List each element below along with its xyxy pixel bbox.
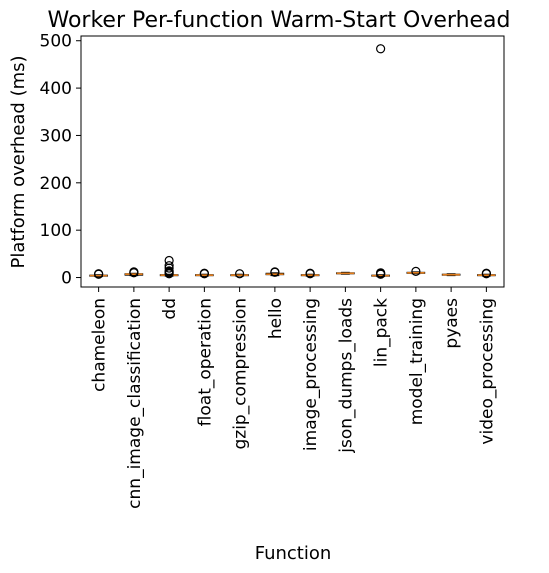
x-tick-label: chameleon [90, 298, 110, 392]
outlier-point [199, 268, 209, 278]
outlier-point [235, 269, 245, 279]
outlier-point [305, 268, 315, 278]
y-tick-label: 400 [40, 79, 72, 99]
x-tick-label: video_processing [477, 298, 497, 445]
chart-title: Worker Per-function Warm-Start Overhead [48, 8, 511, 33]
y-tick-label: 500 [40, 32, 72, 52]
x-tick-label: model_training [407, 298, 427, 425]
plot-area: 0 100 200 300 400 500 chameleon cnn_image_class… [40, 32, 505, 509]
x-tick-label: json_dumps_loads [336, 298, 356, 454]
x-tick-label: gzip_compression [231, 298, 251, 450]
x-axis-label: Function [255, 543, 332, 564]
x-tick-label: hello [266, 298, 286, 339]
outlier-point [376, 44, 386, 54]
y-tick-label: 300 [40, 126, 72, 146]
y-tick-label: 100 [40, 221, 72, 241]
y-axis-label: Platform overhead (ms) [8, 55, 29, 268]
x-tick-label: cnn_image_classification [125, 298, 145, 509]
outlier-point [164, 261, 174, 271]
x-tick-label: lin_pack [372, 298, 392, 367]
x-tick-label: float_operation [195, 298, 215, 426]
outlier-point [376, 268, 386, 278]
outlier-point [411, 266, 421, 276]
y-tick-label: 0 [61, 269, 72, 289]
x-tick-label: pyaes [442, 298, 462, 349]
outlier-point [94, 269, 104, 279]
outlier-point [164, 266, 174, 276]
outlier-point [129, 267, 139, 277]
y-tick-label: 200 [40, 174, 72, 194]
x-tick-label: dd [160, 298, 180, 320]
outlier-point [481, 268, 491, 278]
plot-frame [80, 35, 505, 288]
x-tick-label: image_processing [301, 298, 321, 451]
outlier-point [164, 255, 174, 266]
outlier-point [270, 267, 280, 277]
